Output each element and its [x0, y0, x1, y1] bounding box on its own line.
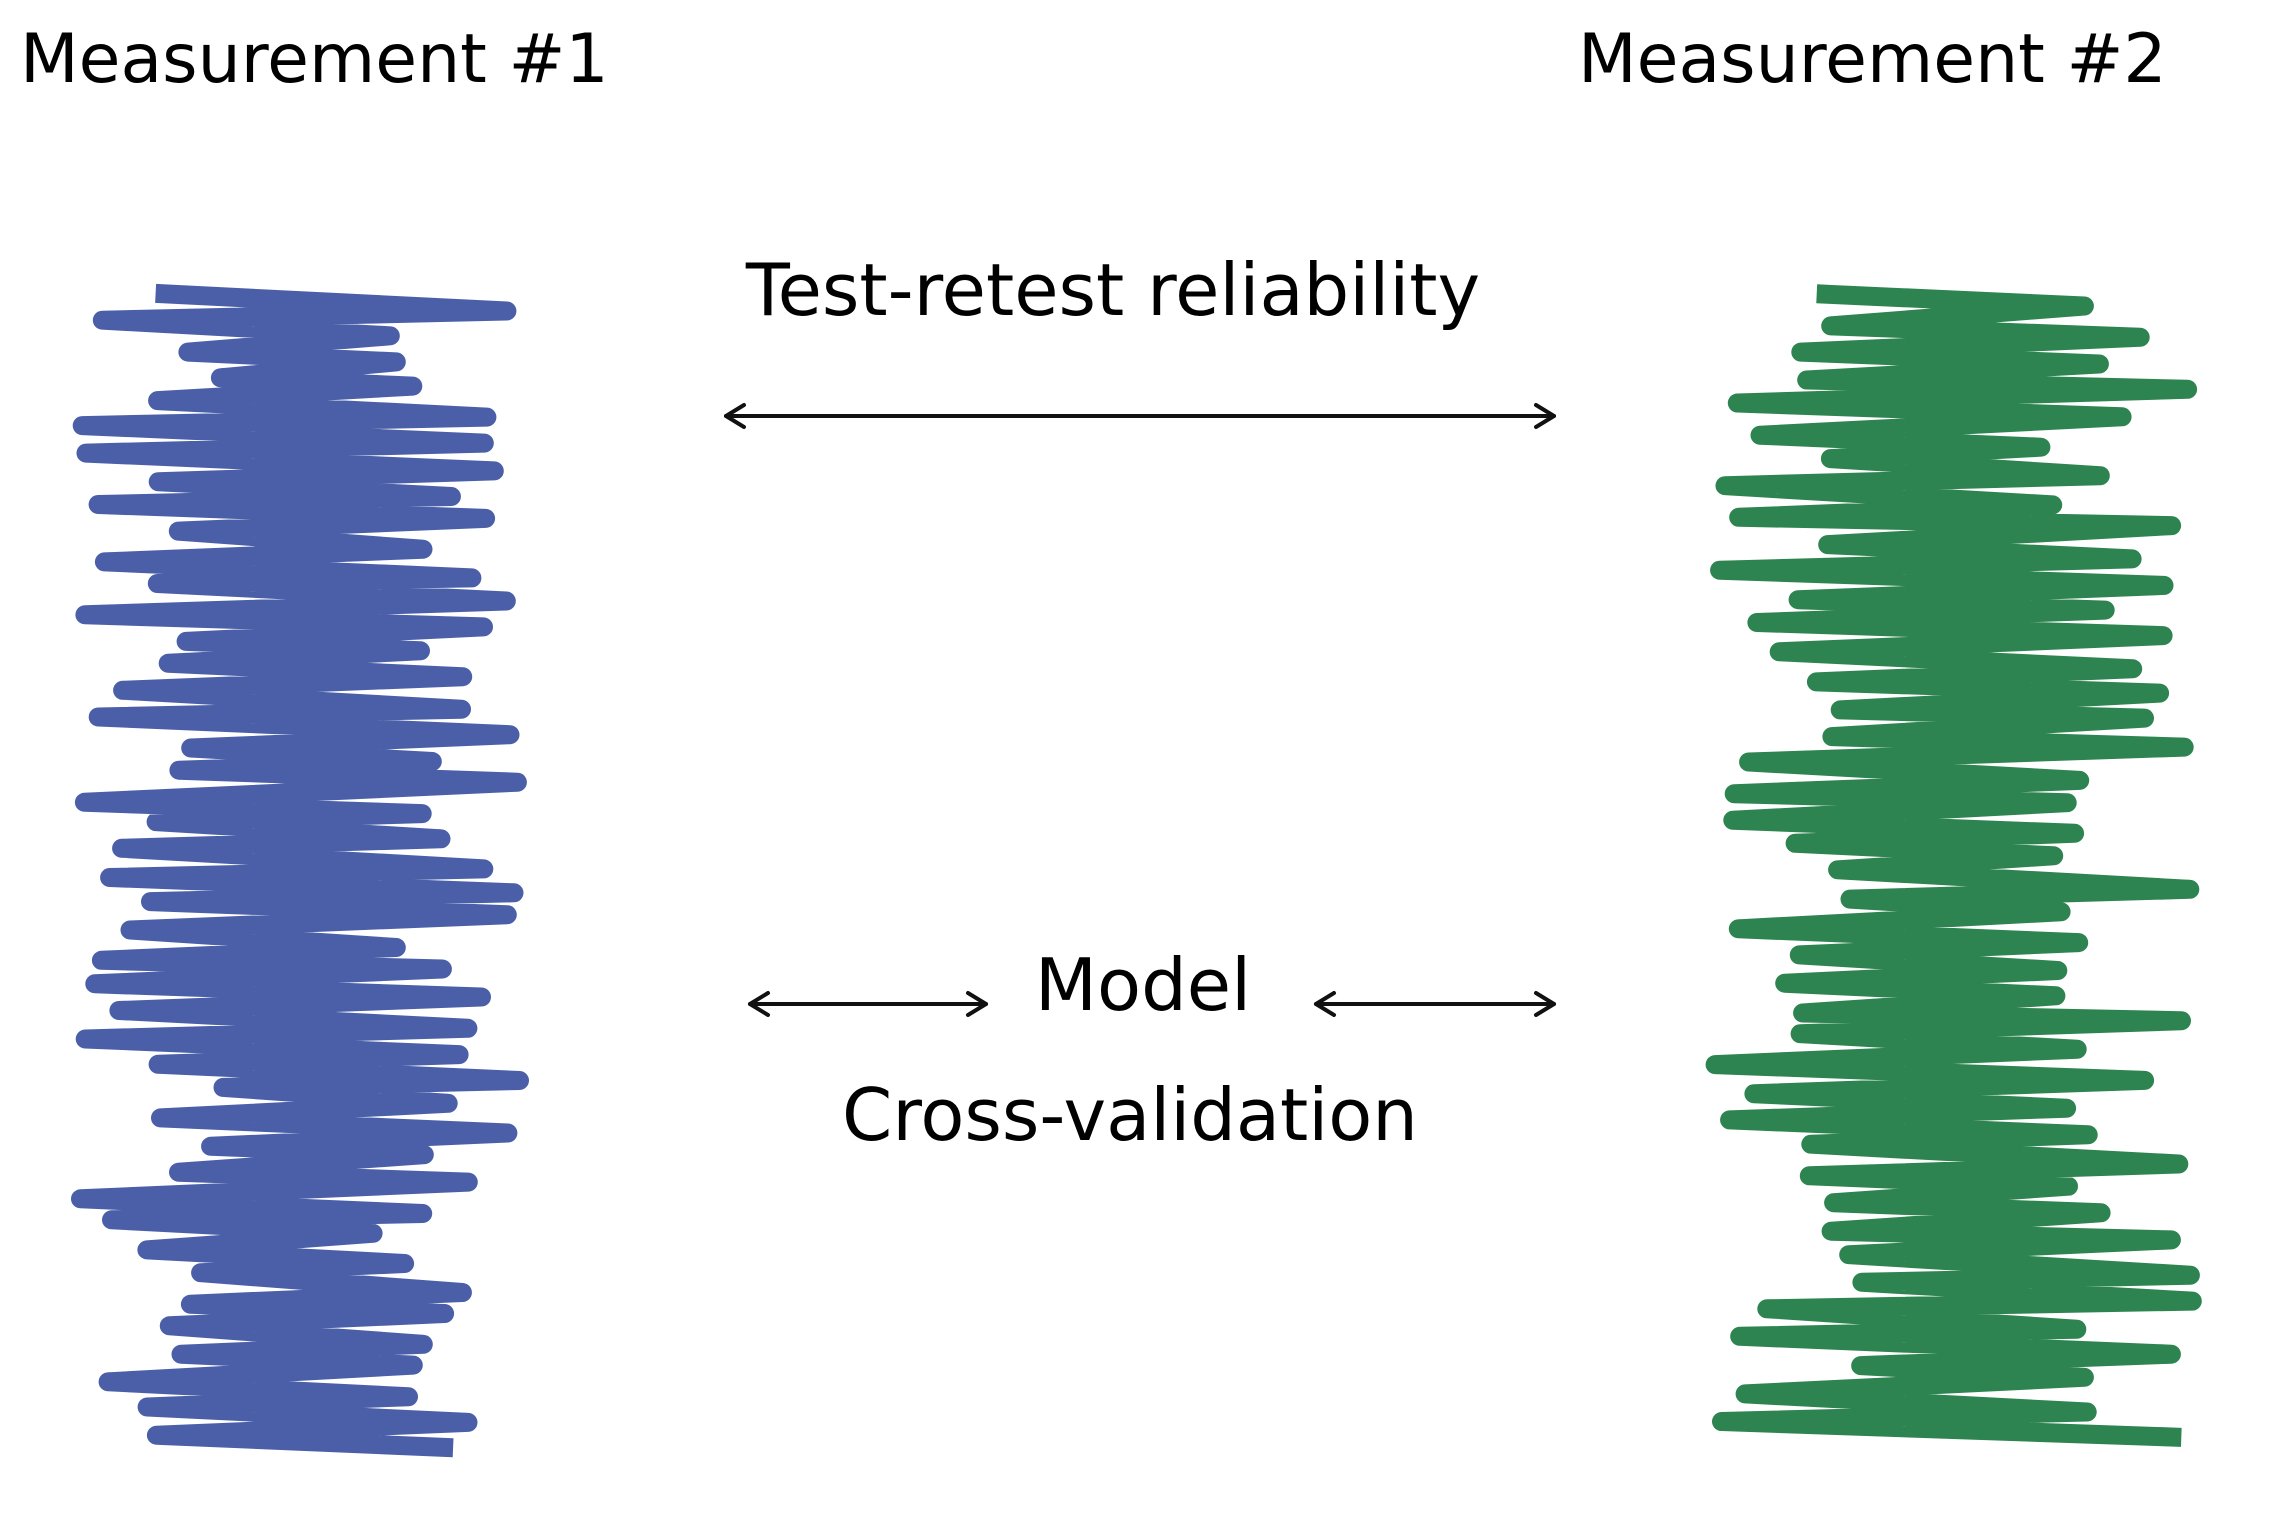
cross-validation-label: Cross-validation [842, 1073, 1418, 1157]
model-label: Model [1035, 943, 1251, 1027]
left-model-double-arrow [748, 991, 988, 1017]
measurement-1-signal [71, 283, 529, 1458]
right-model-double-arrow [1314, 991, 1556, 1017]
measurement-2-signal [1705, 284, 2202, 1447]
test-retest-double-arrow [724, 403, 1556, 429]
measurement-2-label: Measurement #2 [1578, 20, 2167, 99]
test-retest-label: Test-retest reliability [745, 248, 1480, 332]
measurement-1-label: Measurement #1 [20, 20, 609, 99]
